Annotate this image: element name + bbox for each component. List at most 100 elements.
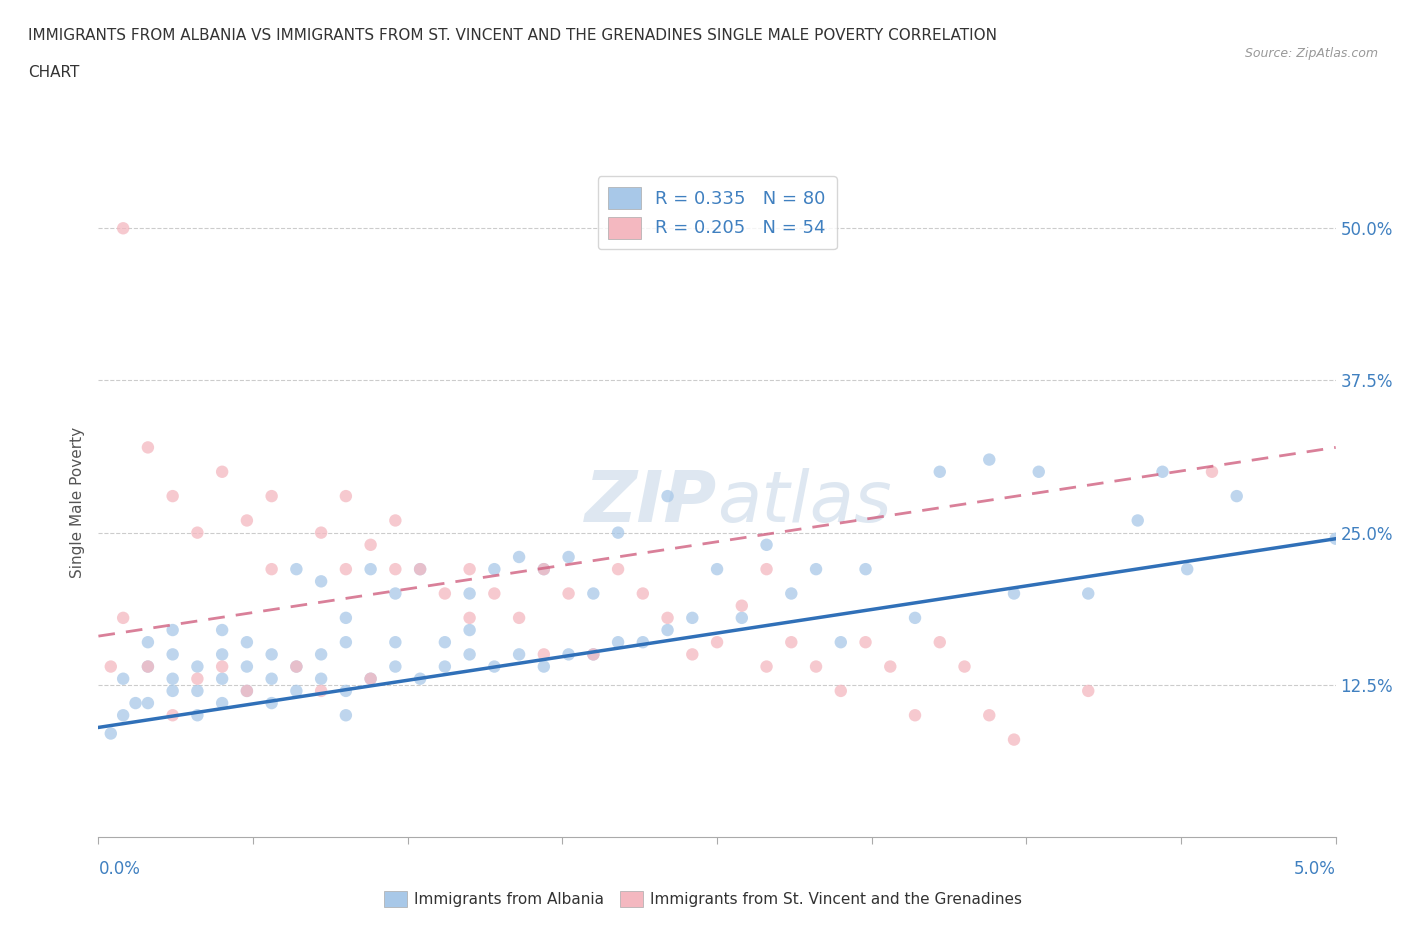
Point (384, 659, 406, 674)
Text: ZIP: ZIP (585, 468, 717, 537)
Point (484, 562, 506, 577)
Point (1077, 684, 1099, 698)
Point (433, 635, 456, 650)
Point (631, 586, 654, 601)
Point (309, 574, 332, 589)
Point (335, 610, 357, 625)
Point (855, 635, 877, 650)
Point (631, 635, 654, 650)
Point (285, 562, 308, 577)
Point (533, 562, 555, 577)
Text: atlas: atlas (717, 468, 891, 537)
Point (681, 610, 703, 625)
Point (186, 525, 208, 540)
Point (458, 647, 481, 662)
Point (409, 562, 432, 577)
Point (136, 659, 159, 674)
Point (335, 684, 357, 698)
Text: IMMIGRANTS FROM ALBANIA VS IMMIGRANTS FROM ST. VINCENT AND THE GRENADINES SINGLE: IMMIGRANTS FROM ALBANIA VS IMMIGRANTS FR… (28, 28, 997, 43)
Point (1126, 513, 1149, 528)
Point (112, 610, 135, 625)
Point (508, 647, 530, 662)
Point (1028, 464, 1050, 479)
Point (360, 538, 382, 552)
Point (186, 684, 208, 698)
Point (780, 586, 803, 601)
Point (1002, 732, 1025, 747)
Point (928, 464, 950, 479)
Point (557, 647, 579, 662)
Point (582, 586, 605, 601)
Point (830, 635, 852, 650)
Point (979, 452, 1001, 467)
Point (458, 610, 481, 625)
Point (830, 684, 852, 698)
Point (186, 659, 208, 674)
Legend: Immigrants from Albania, Immigrants from St. Vincent and the Grenadines: Immigrants from Albania, Immigrants from… (378, 884, 1028, 913)
Point (260, 488, 283, 503)
Point (657, 488, 679, 503)
Point (136, 659, 159, 674)
Point (458, 622, 481, 637)
Point (211, 464, 233, 479)
Point (260, 671, 283, 686)
Point (211, 647, 233, 662)
Point (136, 696, 159, 711)
Point (211, 696, 233, 711)
Point (186, 708, 208, 723)
Point (508, 550, 530, 565)
Point (731, 610, 754, 625)
Point (211, 659, 233, 674)
Point (458, 586, 481, 601)
Point (285, 659, 308, 674)
Point (384, 562, 406, 577)
Point (657, 622, 679, 637)
Point (236, 513, 259, 528)
Point (755, 538, 778, 552)
Point (236, 684, 259, 698)
Point (360, 562, 382, 577)
Point (162, 647, 184, 662)
Point (136, 635, 159, 650)
Point (557, 586, 579, 601)
Point (285, 684, 308, 698)
Point (211, 622, 233, 637)
Point (285, 659, 308, 674)
Point (607, 635, 630, 650)
Point (904, 610, 927, 625)
Point (607, 562, 630, 577)
Point (484, 659, 506, 674)
Point (1077, 586, 1099, 601)
Text: Source: ZipAtlas.com: Source: ZipAtlas.com (1244, 46, 1378, 60)
Point (124, 696, 146, 711)
Point (384, 513, 406, 528)
Point (953, 659, 976, 674)
Point (335, 488, 357, 503)
Point (928, 635, 950, 650)
Point (260, 562, 283, 577)
Point (360, 671, 382, 686)
Point (804, 659, 827, 674)
Point (755, 659, 778, 674)
Point (335, 635, 357, 650)
Point (607, 525, 630, 540)
Point (508, 610, 530, 625)
Point (582, 647, 605, 662)
Point (879, 659, 901, 674)
Text: CHART: CHART (28, 65, 80, 80)
Point (706, 562, 728, 577)
Point (211, 671, 233, 686)
Y-axis label: Single Male Poverty: Single Male Poverty (69, 427, 84, 578)
Text: 0.0%: 0.0% (98, 860, 141, 878)
Point (335, 562, 357, 577)
Point (162, 684, 184, 698)
Point (533, 659, 555, 674)
Point (309, 647, 332, 662)
Point (236, 635, 259, 650)
Point (433, 586, 456, 601)
Point (309, 684, 332, 698)
Point (1002, 586, 1025, 601)
Point (100, 726, 122, 741)
Point (162, 488, 184, 503)
Point (804, 562, 827, 577)
